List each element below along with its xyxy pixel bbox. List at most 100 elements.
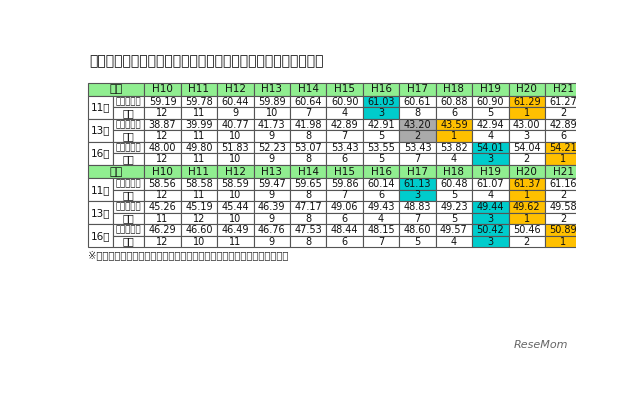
Bar xyxy=(145,154,180,165)
Text: 11歳: 11歳 xyxy=(91,185,110,195)
Text: 60.88: 60.88 xyxy=(440,96,468,106)
Bar xyxy=(290,224,326,236)
Bar xyxy=(180,165,217,178)
Bar xyxy=(509,107,545,119)
Text: 2: 2 xyxy=(560,108,566,118)
Text: 16歳: 16歳 xyxy=(91,231,110,241)
Text: 8: 8 xyxy=(415,108,420,118)
Text: 61.27: 61.27 xyxy=(549,96,577,106)
Text: 48.00: 48.00 xyxy=(148,143,176,153)
Bar xyxy=(472,178,509,190)
Text: 53.55: 53.55 xyxy=(367,143,395,153)
Text: 3: 3 xyxy=(378,108,384,118)
Bar xyxy=(509,142,545,154)
Text: 10: 10 xyxy=(229,131,241,141)
Text: H21: H21 xyxy=(553,166,573,176)
Text: 61.13: 61.13 xyxy=(404,179,431,189)
Bar xyxy=(217,178,253,190)
Text: 60.61: 60.61 xyxy=(404,96,431,106)
Text: 5: 5 xyxy=(378,131,384,141)
Bar xyxy=(326,236,363,248)
Text: 46.76: 46.76 xyxy=(258,225,285,235)
Text: ※　記録（点）の数値は小数点以下第３位を四捨五入して表記してある。: ※ 記録（点）の数値は小数点以下第３位を四捨五入して表記してある。 xyxy=(88,250,288,260)
Bar xyxy=(436,190,472,201)
Bar xyxy=(217,83,253,96)
Bar xyxy=(180,130,217,142)
Bar xyxy=(253,178,290,190)
Bar xyxy=(472,83,509,96)
Bar xyxy=(509,96,545,107)
Bar xyxy=(113,119,145,130)
Bar xyxy=(113,96,145,107)
Bar xyxy=(399,213,436,224)
Text: 4: 4 xyxy=(487,190,493,200)
Text: 7: 7 xyxy=(414,154,420,164)
Text: 1: 1 xyxy=(560,154,566,164)
Bar xyxy=(145,96,180,107)
Text: 49.23: 49.23 xyxy=(440,202,468,212)
Bar xyxy=(399,165,436,178)
Text: 4: 4 xyxy=(487,131,493,141)
Text: 10: 10 xyxy=(229,154,241,164)
Bar xyxy=(290,107,326,119)
Bar xyxy=(145,107,180,119)
Bar xyxy=(399,142,436,154)
Bar xyxy=(180,224,217,236)
Text: 順位: 順位 xyxy=(123,154,134,164)
Text: 7: 7 xyxy=(342,131,348,141)
Bar xyxy=(363,224,399,236)
Bar xyxy=(253,142,290,154)
Text: 12: 12 xyxy=(156,131,169,141)
Text: H11: H11 xyxy=(188,166,209,176)
Bar xyxy=(88,201,113,224)
Bar xyxy=(180,107,217,119)
Bar xyxy=(290,154,326,165)
Bar xyxy=(253,224,290,236)
Text: 記録（点）: 記録（点） xyxy=(116,226,141,235)
Bar xyxy=(363,119,399,130)
Bar xyxy=(217,154,253,165)
Text: 42.89: 42.89 xyxy=(549,120,577,130)
Text: H11: H11 xyxy=(188,84,209,94)
Bar xyxy=(88,83,145,96)
Bar xyxy=(363,154,399,165)
Text: 50.42: 50.42 xyxy=(477,225,504,235)
Bar xyxy=(509,119,545,130)
Bar xyxy=(436,107,472,119)
Text: 9: 9 xyxy=(269,154,275,164)
Bar xyxy=(145,119,180,130)
Text: 13歳: 13歳 xyxy=(91,208,110,218)
Text: 7: 7 xyxy=(342,190,348,200)
Text: 45.44: 45.44 xyxy=(221,202,249,212)
Bar xyxy=(290,130,326,142)
Bar xyxy=(472,213,509,224)
Text: 女子: 女子 xyxy=(109,166,123,176)
Text: 記録（点）: 記録（点） xyxy=(116,120,141,129)
Text: 60.44: 60.44 xyxy=(221,96,249,106)
Text: 59.47: 59.47 xyxy=(258,179,285,189)
Bar xyxy=(436,201,472,213)
Text: 10: 10 xyxy=(193,237,205,247)
Text: 11: 11 xyxy=(193,154,205,164)
Bar xyxy=(290,236,326,248)
Text: 45.26: 45.26 xyxy=(148,202,177,212)
Text: 61.29: 61.29 xyxy=(513,96,541,106)
Bar xyxy=(363,142,399,154)
Text: 7: 7 xyxy=(305,108,312,118)
Text: 47.53: 47.53 xyxy=(294,225,322,235)
Bar xyxy=(363,83,399,96)
Bar xyxy=(545,107,581,119)
Bar xyxy=(290,190,326,201)
Bar xyxy=(363,130,399,142)
Bar xyxy=(509,201,545,213)
Bar xyxy=(253,236,290,248)
Text: 6: 6 xyxy=(342,237,348,247)
Bar xyxy=(88,224,113,248)
Text: H10: H10 xyxy=(152,166,173,176)
Text: 59.89: 59.89 xyxy=(258,96,285,106)
Text: 40.77: 40.77 xyxy=(221,120,249,130)
Text: 3: 3 xyxy=(487,154,493,164)
Text: 1: 1 xyxy=(524,108,530,118)
Text: 6: 6 xyxy=(342,154,348,164)
Bar xyxy=(363,107,399,119)
